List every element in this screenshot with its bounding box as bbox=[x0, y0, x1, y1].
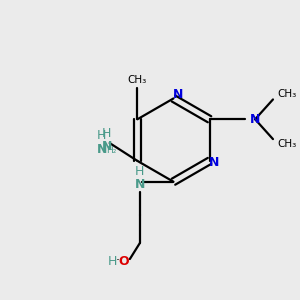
Text: H: H bbox=[135, 165, 145, 178]
Text: N: N bbox=[135, 178, 145, 191]
Text: ·: · bbox=[116, 254, 120, 268]
Text: H: H bbox=[102, 127, 111, 140]
Text: N: N bbox=[101, 140, 112, 152]
Text: N: N bbox=[250, 113, 260, 126]
Text: CH₃: CH₃ bbox=[277, 89, 296, 100]
Text: N: N bbox=[97, 142, 107, 155]
Text: O: O bbox=[118, 254, 129, 268]
Text: CH₃: CH₃ bbox=[128, 75, 147, 85]
Text: H: H bbox=[107, 254, 117, 268]
Text: N: N bbox=[209, 156, 220, 170]
Text: H: H bbox=[97, 129, 106, 142]
Text: N: N bbox=[173, 88, 184, 101]
Text: H₂: H₂ bbox=[106, 146, 117, 155]
Text: CH₃: CH₃ bbox=[277, 139, 296, 149]
